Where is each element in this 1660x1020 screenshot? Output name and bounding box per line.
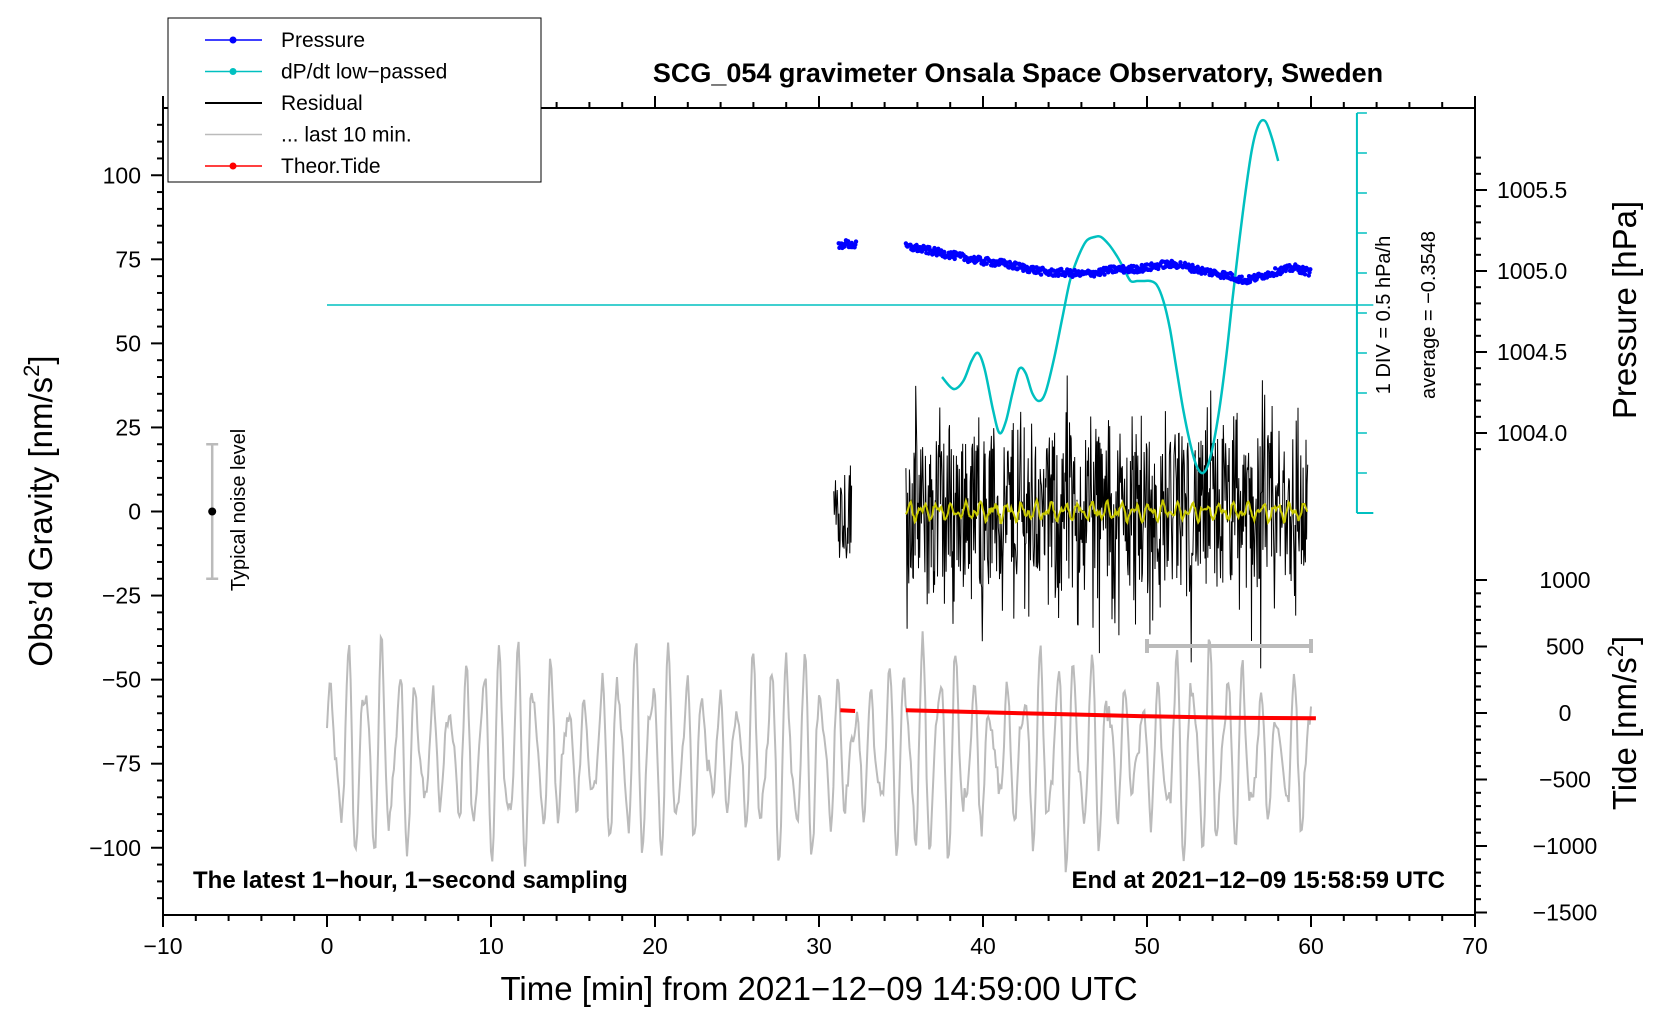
series-theor-tide — [905, 708, 1316, 721]
y-pressure-tick-label: 1004.0 — [1497, 420, 1567, 446]
pressure-point — [1102, 272, 1107, 277]
pressure-point — [1273, 266, 1278, 271]
x-axis-title: Time [min] from 2021−12−09 14:59:00 UTC — [500, 970, 1137, 1007]
axes: −10 0 10 20 30 40 50 60 701007550250−25−50−75−10… — [89, 96, 1597, 959]
pressure-point — [1059, 266, 1064, 272]
x-tick-label: 20 — [642, 933, 668, 959]
y-tide-tick-label: 500 — [1546, 634, 1584, 660]
pressure-point — [942, 249, 947, 255]
pressure-point — [1199, 271, 1204, 276]
legend-label: dP/dt low−passed — [281, 61, 447, 84]
y-left-tick-label: −100 — [89, 835, 141, 861]
chart-title: SCG_054 gravimeter Onsala Space Observat… — [653, 58, 1383, 88]
footer-end-time: End at 2021−12−09 15:58:59 UTC — [1071, 867, 1445, 894]
pressure-point — [1308, 267, 1313, 272]
pressure-point — [1195, 264, 1200, 269]
pressure-point — [984, 261, 989, 266]
noise-level-label: Typical noise level — [228, 429, 250, 591]
x-tick-label: 70 — [1462, 933, 1488, 959]
legend: Pressure dP/dt low−passed Residual ... last… — [167, 17, 542, 183]
y-tide-tick-label: 0 — [1559, 700, 1572, 726]
y-tide-tick-label: −1500 — [1533, 900, 1598, 926]
x-tick-label: 10 — [478, 933, 504, 959]
legend-label: Residual — [281, 92, 363, 115]
pressure-point — [846, 239, 851, 244]
y-left-tick-label: −50 — [102, 667, 141, 693]
x-tick-label: 0 — [321, 933, 334, 959]
pressure-point — [1239, 274, 1244, 279]
series-residual — [833, 465, 853, 559]
y-left-tick-label: 25 — [115, 414, 141, 440]
x-tick-label: 50 — [1134, 933, 1160, 959]
series-dpdt — [941, 118, 1280, 475]
pressure-point — [952, 256, 957, 262]
pressure-point — [1296, 265, 1302, 270]
pressure-point — [1229, 272, 1235, 277]
pressure-point — [1202, 271, 1208, 276]
y-left-tick-label: −25 — [102, 583, 141, 609]
x-tick-label: −10 — [143, 933, 182, 959]
y-pressure-tick-label: 1004.5 — [1497, 339, 1567, 365]
pressure-point — [1178, 260, 1183, 265]
dpdt-average-label: average = −0.3548 — [1418, 231, 1440, 399]
y-left-tick-label: 0 — [128, 499, 141, 525]
y-tide-tick-label: 1000 — [1539, 567, 1590, 593]
x-tick-label: 40 — [970, 933, 996, 959]
series-residual — [905, 375, 1309, 669]
y-pressure-tick-label: 1005.0 — [1497, 258, 1567, 284]
legend-box — [167, 17, 542, 183]
legend-label: Pressure — [281, 29, 365, 52]
legend-marker — [229, 68, 237, 75]
x-tick-label: 30 — [806, 933, 832, 959]
noise-level-dot — [208, 507, 217, 516]
legend-label: ... last 10 min. — [281, 124, 412, 147]
y-left-tick-label: 75 — [115, 246, 141, 272]
y-left-tick-label: −75 — [102, 751, 141, 777]
pressure-point — [1038, 272, 1044, 277]
y-tide-tick-label: −1000 — [1533, 833, 1598, 859]
series-residual-smoothed — [905, 496, 1309, 526]
y-left-tick-label: 50 — [115, 330, 141, 356]
pressure-point — [1302, 272, 1308, 277]
series-theor-tide — [840, 708, 856, 713]
legend-label: Theor.Tide — [281, 155, 381, 178]
y-axis-tide-title: Tide [nm/s2] — [1603, 636, 1643, 810]
y-left-tick-label: 100 — [103, 162, 141, 188]
footer-sampling-note: The latest 1−hour, 1−second sampling — [193, 867, 628, 894]
series-last-10-min — [326, 631, 1312, 873]
y-axis-left-title: Obs’d Gravity [nm/s2] — [19, 355, 59, 666]
legend-marker — [229, 162, 237, 170]
y-tide-tick-label: −500 — [1539, 767, 1591, 793]
pressure-point — [853, 239, 859, 244]
pressure-point — [926, 251, 931, 256]
y-pressure-tick-label: 1005.5 — [1497, 177, 1567, 203]
dpdt-scale-label: 1 DIV = 0.5 hPa/h — [1373, 236, 1395, 394]
legend-marker — [229, 36, 237, 44]
x-tick-label: 60 — [1298, 933, 1324, 959]
plot-frame — [162, 107, 1476, 916]
plot-area — [206, 112, 1374, 873]
y-axis-pressure-title: Pressure [hPa] — [1606, 201, 1643, 419]
